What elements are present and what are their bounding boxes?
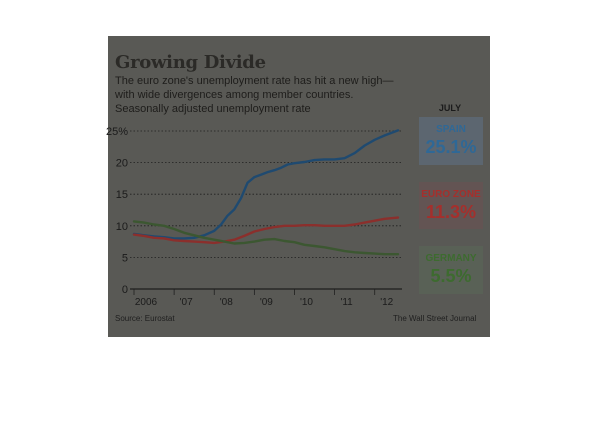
callout-euro-zone-name: EURO ZONE — [421, 189, 481, 200]
callout-spain-name: SPAIN — [436, 124, 466, 135]
chart-subtitle-line-2: with wide divergences among member count… — [115, 89, 354, 101]
x-tick-label: 2006 — [135, 297, 158, 308]
callout-germany-name: GERMANY — [425, 253, 477, 264]
x-tick-label: '08 — [220, 297, 233, 308]
y-tick-label: 25% — [106, 126, 128, 138]
callout-spain-value: 25.1% — [425, 137, 477, 157]
x-tick-label: '09 — [260, 297, 273, 308]
y-tick-label: 15 — [116, 189, 128, 201]
source-note: Source: Eurostat — [115, 314, 175, 323]
series-line-germany — [132, 220, 400, 256]
y-tick-label: 0 — [122, 284, 128, 296]
chart-title: Growing Divide — [115, 52, 266, 73]
callout-spain: SPAIN 25.1% — [419, 117, 483, 165]
x-tick-label: '10 — [300, 297, 313, 308]
callout-germany: GERMANY 5.5% — [419, 246, 483, 294]
callout-germany-value: 5.5% — [430, 266, 472, 286]
y-tick-label: 5 — [122, 252, 128, 264]
y-tick-label: 10 — [116, 221, 128, 233]
series-line-spain — [132, 129, 400, 240]
x-tick-label: '11 — [340, 297, 353, 308]
callout-euro-zone-value: 11.3% — [425, 202, 477, 222]
chart-subtitle-line-3: Seasonally adjusted unemployment rate — [115, 103, 311, 115]
x-tick-label: '07 — [180, 297, 193, 308]
y-tick-label: 20 — [116, 158, 128, 170]
publisher-credit: The Wall Street Journal — [393, 314, 477, 323]
series-line-euro-zone — [132, 216, 400, 245]
x-tick-label: '12 — [380, 297, 393, 308]
chart-subtitle-line-1: The euro zone's unemployment rate has hi… — [115, 75, 394, 87]
callout-euro-zone: EURO ZONE 11.3% — [419, 182, 483, 229]
period-label: JULY — [438, 103, 462, 113]
